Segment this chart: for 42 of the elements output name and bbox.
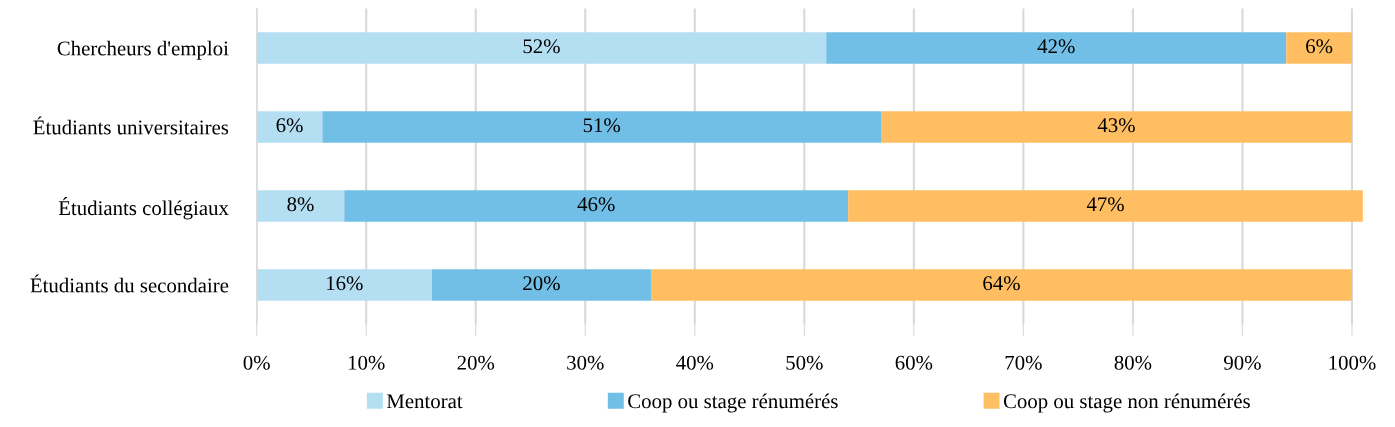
- x-tick-label: 30%: [567, 355, 604, 370]
- legend-label: Coop ou stage rénumérés: [628, 393, 838, 413]
- legend-label: Coop ou stage non rénumérés: [1003, 393, 1250, 413]
- x-tick-label: 70%: [1005, 355, 1042, 370]
- bar: [1286, 32, 1352, 64]
- y-tick-label: Étudiants du secondaire: [30, 274, 229, 293]
- data-label: 43%: [1097, 118, 1135, 133]
- bar: [650, 269, 1352, 301]
- y-tick-label: Étudiants collégiaux: [58, 197, 229, 220]
- data-label: 47%: [1086, 197, 1124, 212]
- bar: [256, 32, 827, 64]
- bar: [256, 111, 323, 143]
- y-tick-label: Étudiants universitaires: [33, 116, 229, 135]
- y-tick-label: Chercheurs d'emploi: [57, 40, 229, 60]
- x-tick-label: 10%: [348, 355, 385, 370]
- x-tick-label: 80%: [1114, 355, 1152, 370]
- bar: [344, 190, 849, 222]
- legend-label: Mentorat: [386, 394, 463, 409]
- x-tick-label: 90%: [1224, 355, 1261, 370]
- data-label: 6%: [276, 118, 303, 133]
- data-label: 42%: [1037, 39, 1075, 54]
- bar: [322, 111, 881, 143]
- x-tick-label: 50%: [786, 355, 823, 370]
- bar: [256, 269, 432, 301]
- x-tick-label: 20%: [457, 355, 495, 370]
- bar: [880, 111, 1352, 143]
- data-label: 8%: [287, 197, 314, 212]
- data-label: 6%: [1306, 39, 1333, 54]
- data-label: 20%: [523, 276, 560, 291]
- x-tick-label: 100%: [1329, 355, 1376, 370]
- bar: [431, 269, 651, 301]
- bar: [848, 190, 1363, 222]
- data-label: 52%: [523, 39, 560, 54]
- data-label: 16%: [327, 276, 363, 291]
- data-label: 46%: [577, 197, 615, 212]
- data-label: 51%: [583, 118, 621, 133]
- x-tick-label: 40%: [676, 355, 714, 370]
- bar: [826, 32, 1287, 64]
- bar: [256, 190, 345, 222]
- x-tick-label: 0%: [243, 355, 270, 370]
- x-tick-label: 60%: [895, 355, 933, 370]
- data-label: 64%: [983, 276, 1020, 291]
